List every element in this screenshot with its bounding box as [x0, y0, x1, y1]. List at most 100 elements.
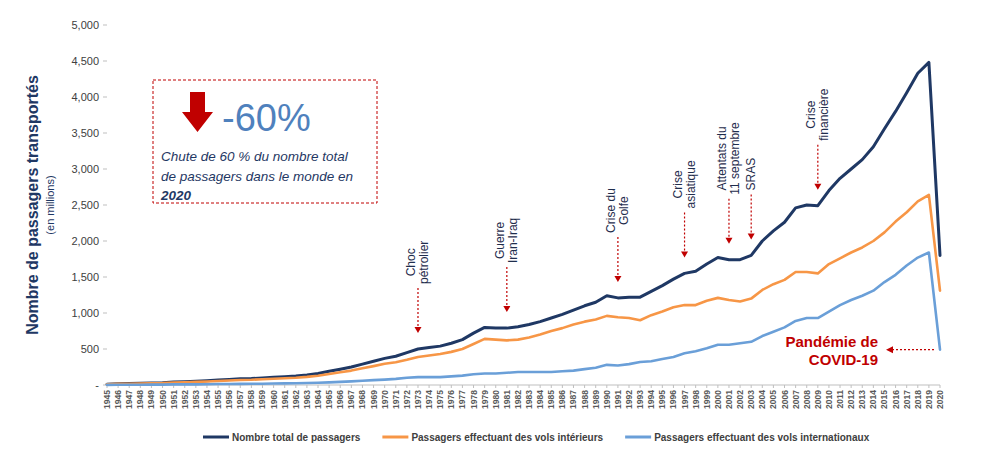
x-tick-label: 1962 — [291, 390, 301, 409]
x-tick-label: 1957 — [235, 390, 245, 409]
annotation-text: pétrolier — [417, 241, 431, 284]
legend-swatch — [625, 436, 651, 439]
x-tick-label: 1983 — [524, 390, 534, 409]
x-tick — [562, 385, 563, 388]
annotation-text: financière — [817, 88, 831, 140]
annotation-text: Choc — [404, 248, 418, 276]
x-tick — [495, 385, 496, 388]
y-tick — [103, 349, 107, 350]
annotation-arrow — [506, 267, 507, 307]
x-tick — [740, 385, 741, 388]
annotation-arrow — [751, 194, 752, 234]
x-tick-label: 1976 — [446, 390, 456, 409]
x-tick-label: 1952 — [180, 390, 190, 409]
y-tick — [103, 205, 107, 206]
x-tick-label: 1977 — [457, 390, 467, 409]
annotation-arrow — [817, 145, 818, 185]
x-tick — [340, 385, 341, 388]
x-tick-label: 1998 — [691, 390, 701, 409]
x-axis: 1945194619471948194919501951195219531954… — [102, 385, 945, 409]
x-tick-label: 1945 — [102, 390, 112, 409]
x-tick-label: 2017 — [902, 390, 912, 409]
x-tick — [318, 385, 319, 388]
x-tick — [306, 385, 307, 388]
x-tick-label: 2011 — [835, 390, 845, 409]
callout-arrowhead — [886, 346, 893, 353]
x-tick — [262, 385, 263, 388]
x-tick — [629, 385, 630, 388]
annotation-arrowhead — [503, 306, 510, 312]
highlight-text: 2020 — [160, 188, 192, 203]
x-tick-label: 1988 — [580, 390, 590, 409]
x-tick — [806, 385, 807, 388]
x-tick-label: 1981 — [502, 390, 512, 409]
y-tick-label: 1,500 — [71, 271, 99, 283]
x-tick-label: 1969 — [369, 390, 379, 409]
callout-text: Pandémie de — [785, 333, 878, 350]
y-tick — [103, 241, 107, 242]
x-tick — [284, 385, 285, 388]
x-tick-label: 1973 — [413, 390, 423, 409]
annotation-text: SRAS — [744, 158, 758, 191]
x-tick — [828, 385, 829, 388]
x-tick-label: 1955 — [213, 390, 223, 409]
x-tick — [529, 385, 530, 388]
x-tick — [506, 385, 507, 388]
x-tick-label: 1958 — [246, 390, 256, 409]
x-tick-label: 2000 — [713, 390, 723, 409]
annotation-arrowhead — [414, 327, 421, 333]
annotation-text: 11 septembre — [728, 122, 742, 195]
x-tick-label: 1964 — [313, 390, 323, 409]
x-tick — [673, 385, 674, 388]
y-tick — [103, 313, 107, 314]
x-tick-label: 2012 — [846, 390, 856, 409]
x-tick-label: 1965 — [324, 390, 334, 409]
y-tick — [103, 61, 107, 62]
highlight-text: Chute de 60 % du nombre total — [161, 149, 349, 164]
annotation-arrow — [417, 288, 418, 328]
annotation-text: Attentats du — [715, 126, 729, 190]
y-tick-label: 3,000 — [71, 163, 99, 175]
x-tick — [728, 385, 729, 388]
x-tick — [773, 385, 774, 388]
x-tick-label: 1949 — [146, 390, 156, 409]
annotations: ChocpétrolierGuerreIran-IraqCrise duGolf… — [404, 88, 831, 333]
legend-swatch — [203, 436, 229, 439]
x-tick-label: 1978 — [469, 390, 479, 409]
y-tick-label: 2,500 — [71, 199, 99, 211]
x-tick — [573, 385, 574, 388]
x-tick — [706, 385, 707, 388]
annotation-text: Guerre — [493, 221, 507, 259]
x-tick-label: 2008 — [802, 390, 812, 409]
x-tick-label: 1987 — [568, 390, 578, 409]
callout-text: COVID-19 — [809, 351, 878, 368]
x-tick-label: 1948 — [135, 390, 145, 409]
annotation-arrowhead — [748, 233, 755, 239]
annotation-arrowhead — [681, 251, 688, 257]
annotation-text: Crise du — [604, 188, 618, 233]
y-tick-label: 4,000 — [71, 91, 99, 103]
x-tick-label: 1947 — [124, 390, 134, 409]
highlight-frame — [153, 80, 377, 203]
y-tick — [103, 169, 107, 170]
x-tick-label: 2009 — [813, 390, 823, 409]
x-tick-label: 1961 — [280, 390, 290, 409]
y-axis-unit: (en millions) — [44, 175, 56, 234]
x-tick-label: 2007 — [791, 390, 801, 409]
x-tick — [218, 385, 219, 388]
x-tick-label: 2004 — [757, 390, 767, 409]
x-tick-label: 1979 — [480, 390, 490, 409]
x-tick — [884, 385, 885, 388]
x-tick — [540, 385, 541, 388]
x-tick — [517, 385, 518, 388]
x-tick — [906, 385, 907, 388]
x-tick — [873, 385, 874, 388]
annotation-text: Crise — [671, 170, 685, 198]
x-tick — [240, 385, 241, 388]
x-tick-label: 1951 — [169, 390, 179, 409]
highlight-text: de passagers dans le monde en — [161, 169, 353, 184]
series-line — [107, 195, 940, 385]
x-tick-label: 1972 — [402, 390, 412, 409]
y-tick — [103, 97, 107, 98]
x-tick — [473, 385, 474, 388]
